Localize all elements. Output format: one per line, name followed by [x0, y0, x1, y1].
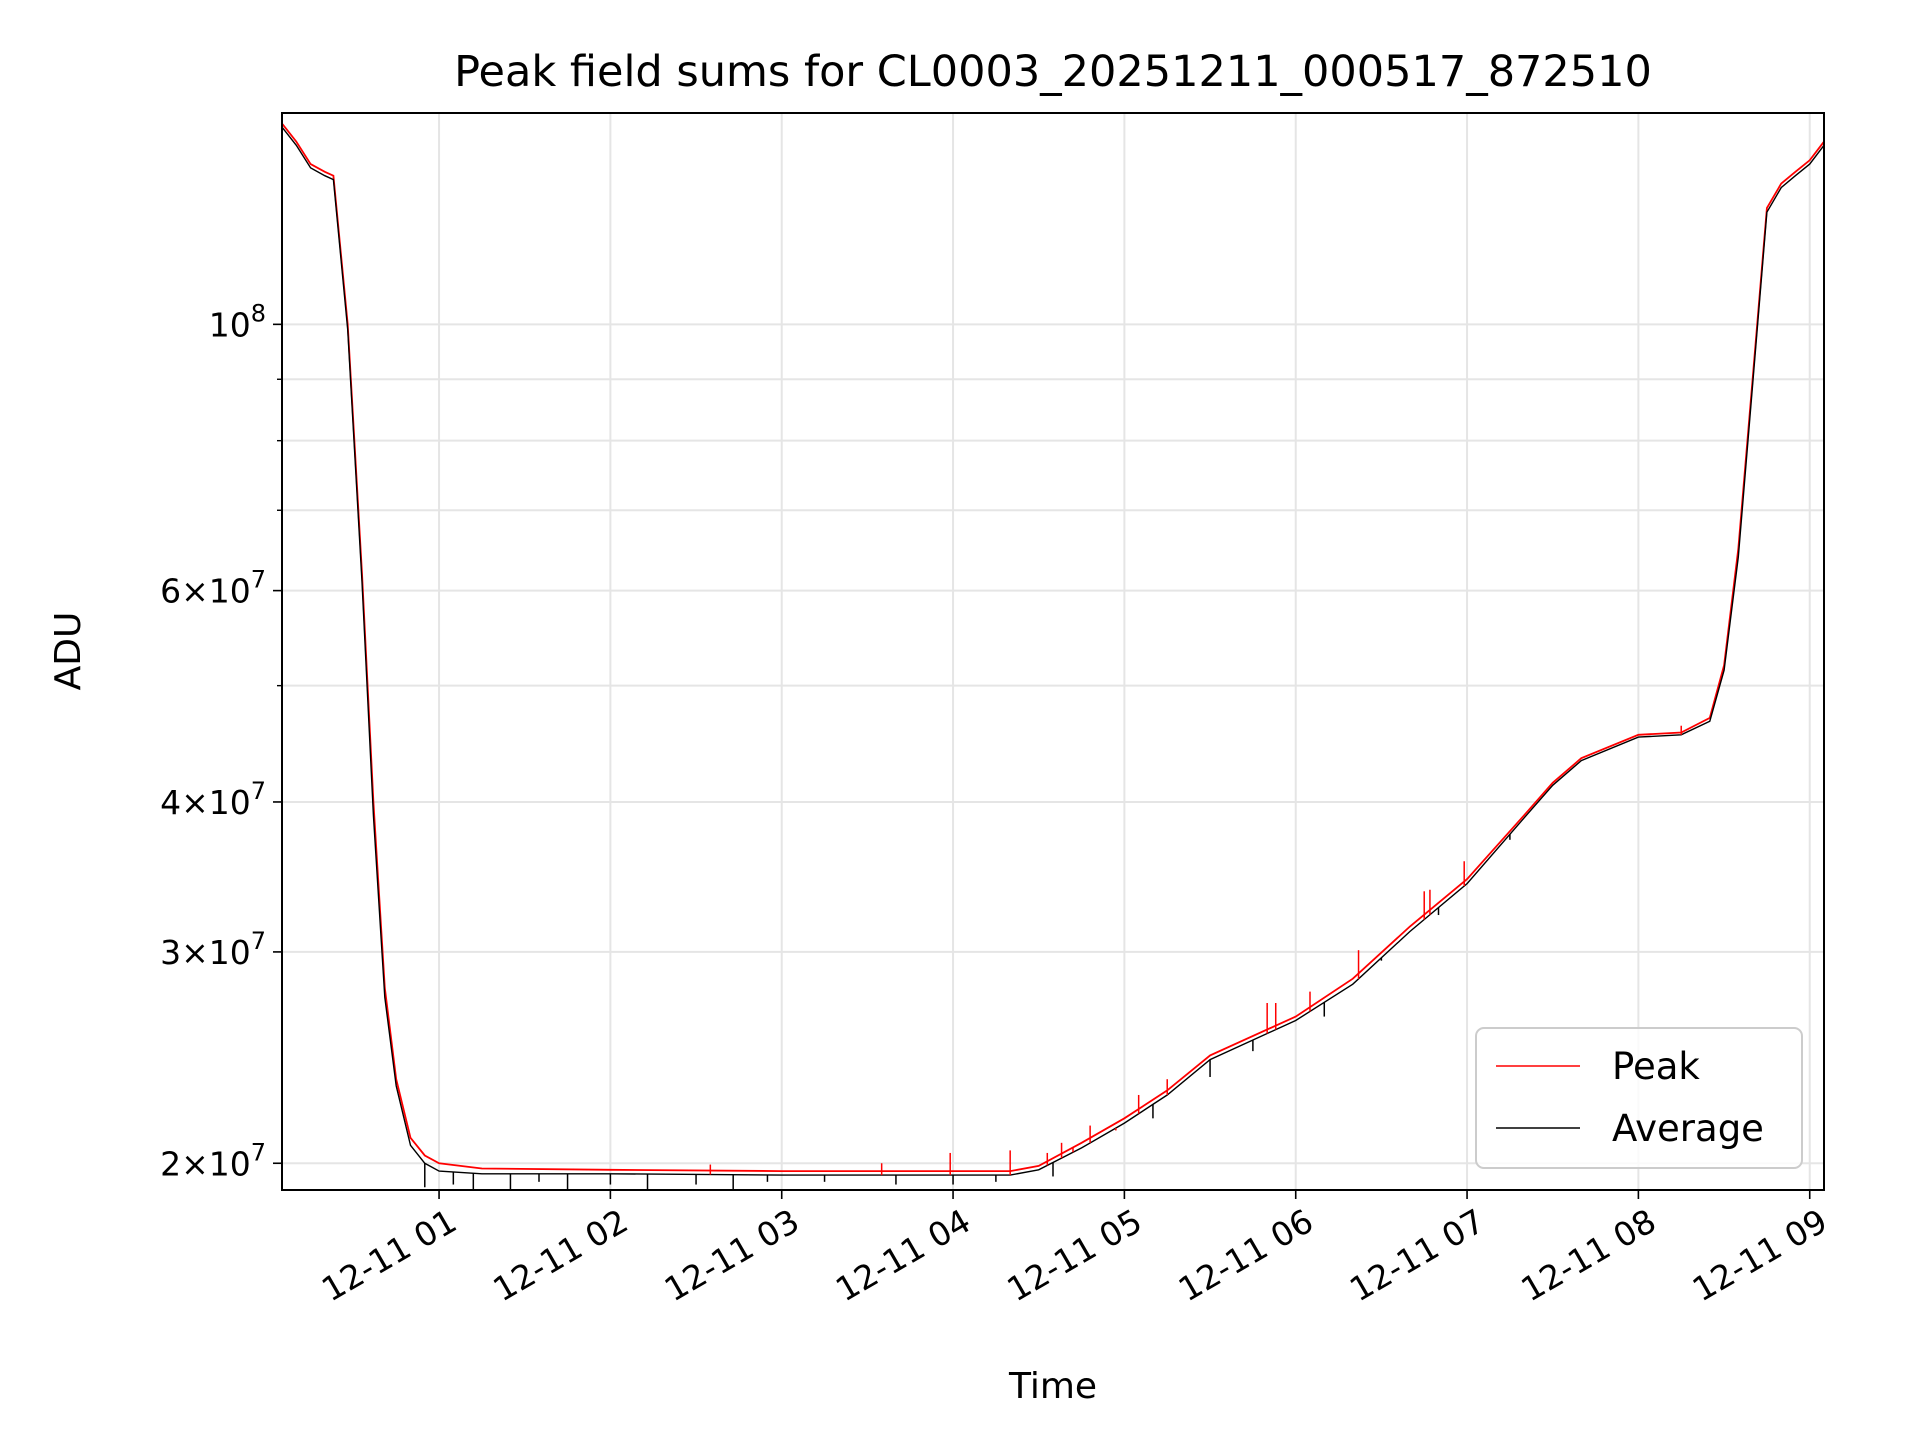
chart-title: Peak field sums for CL0003_20251211_0005… [454, 47, 1652, 97]
y-tick-label: 4×107 [160, 777, 266, 822]
y-tick-label: 3×107 [160, 927, 266, 972]
y-axis-label: ADU [48, 612, 89, 691]
y-tick-label: 108 [209, 299, 266, 344]
grid-lines [282, 113, 1824, 1190]
legend-label-average: Average [1612, 1107, 1764, 1150]
legend-label-peak: Peak [1612, 1045, 1700, 1088]
y-axis: 108 6×107 4×107 3×107 2×107 [160, 299, 282, 1183]
average-line [282, 126, 1824, 1176]
plot-frame [281, 112, 1825, 1191]
y-tick-label: 6×107 [160, 566, 266, 611]
y-tick-label: 2×107 [160, 1138, 266, 1183]
legend-box [1475, 1027, 1803, 1169]
series-layer [282, 122, 1824, 1190]
x-axis-label: Time [1008, 1366, 1097, 1407]
legend: Peak Average [1475, 1027, 1803, 1169]
